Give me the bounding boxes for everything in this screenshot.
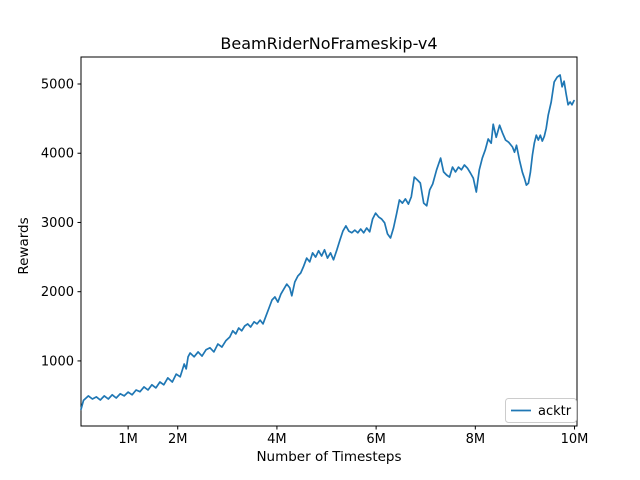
y-axis-label: Rewards: [16, 217, 32, 274]
acktr-line-series: [80, 74, 575, 411]
legend-frame: [505, 398, 577, 423]
y-tick-label: 3000: [41, 216, 74, 231]
legend-label: acktr: [538, 404, 572, 419]
y-tick-label: 2000: [41, 285, 74, 300]
x-tick-label: 10M: [561, 432, 589, 447]
chart-title: BeamRiderNoFrameskip-v4: [220, 34, 437, 53]
legend: acktr: [505, 398, 577, 423]
x-tick-label: 4M: [267, 432, 287, 447]
y-tick-label: 4000: [41, 147, 74, 162]
axis-ticks: 1M 2M 4M 6M 8M 10M 1000 2000 3000 4000 5000: [41, 78, 588, 448]
x-tick-label: 2M: [168, 432, 188, 447]
plot-area-frame: [80, 56, 578, 427]
y-tick-label: 1000: [41, 354, 74, 369]
y-tick-label: 5000: [41, 78, 74, 93]
x-tick-label: 6M: [366, 432, 386, 447]
x-axis-label: Number of Timesteps: [256, 449, 401, 465]
x-tick-label: 1M: [118, 432, 138, 447]
x-tick-label: 8M: [466, 432, 486, 447]
